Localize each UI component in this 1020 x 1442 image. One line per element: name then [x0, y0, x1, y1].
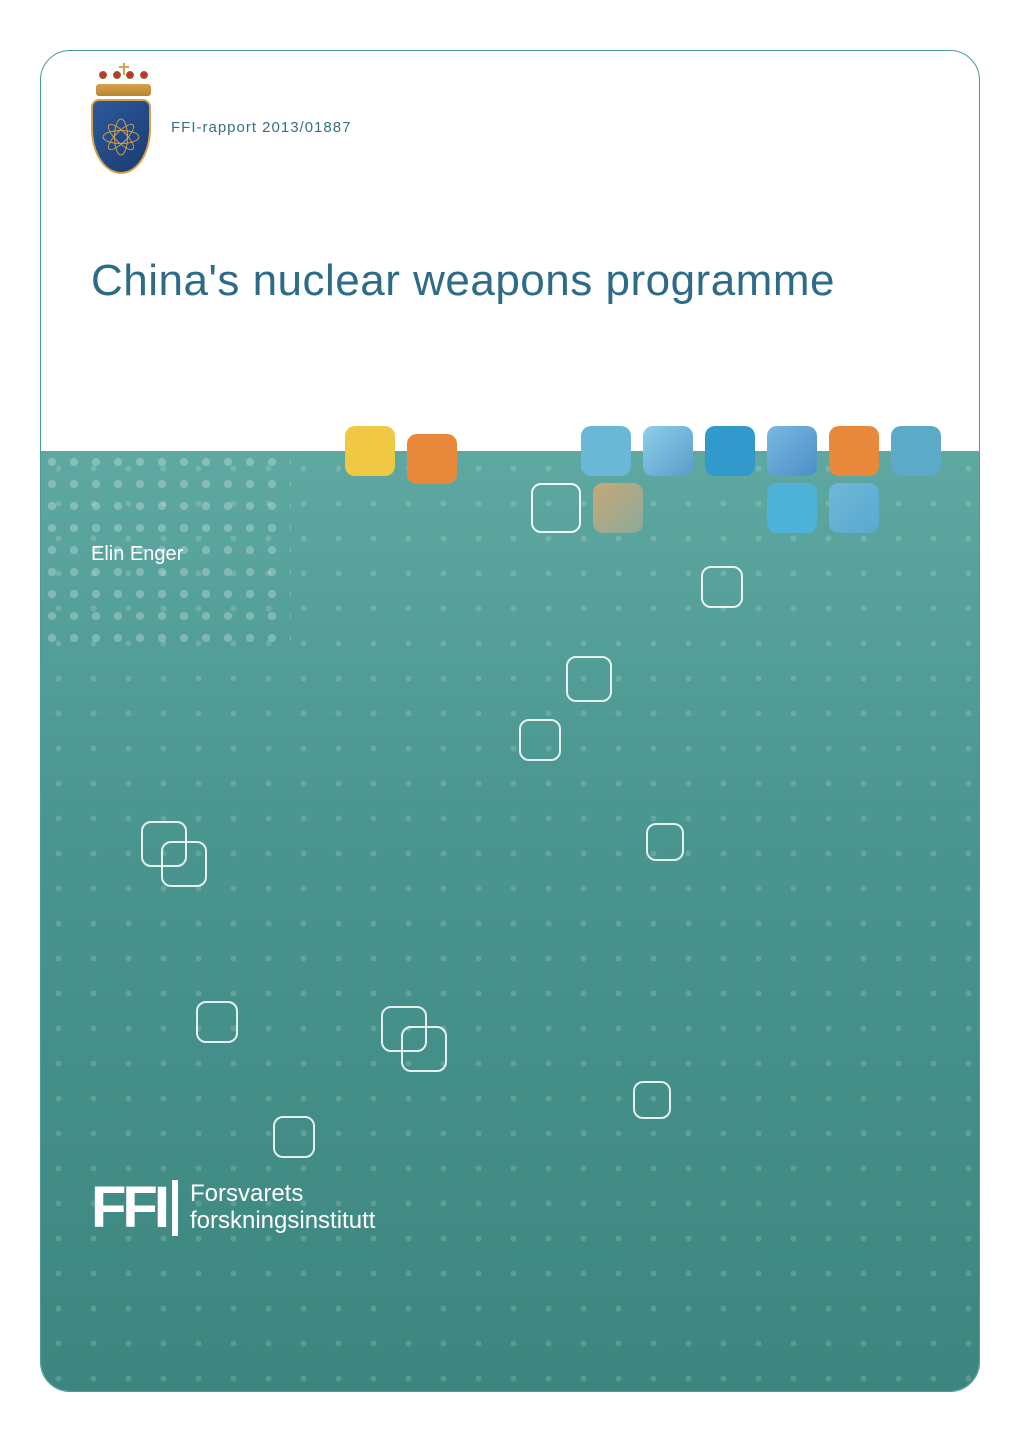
- page-frame: FFI-rapport 2013/01887 China's nuclear w…: [40, 50, 980, 1392]
- report-number: FFI-rapport 2013/01887: [171, 119, 351, 136]
- decorative-double-square: [141, 821, 191, 871]
- decorative-square: [345, 426, 395, 476]
- decorative-outline-square: [273, 1116, 315, 1158]
- ffi-logo-line1: Forsvarets: [190, 1181, 375, 1207]
- decorative-double-square: [381, 1006, 431, 1056]
- decorative-square: [829, 426, 879, 476]
- decorative-square: [891, 426, 941, 476]
- crown-icon: [96, 71, 151, 96]
- decorative-square: [581, 426, 631, 476]
- decorative-square: [531, 483, 581, 533]
- teal-background: [41, 451, 979, 1391]
- page-title: China's nuclear weapons programme: [91, 256, 835, 306]
- decorative-outline-square: [519, 719, 561, 761]
- decorative-square: [705, 426, 755, 476]
- ffi-logo-divider: [172, 1180, 178, 1236]
- author-name: Elin Enger: [91, 543, 183, 566]
- decorative-square: [643, 426, 693, 476]
- ffi-logo-line2: forskningsinstitutt: [190, 1208, 375, 1234]
- decorative-outline-square: [701, 566, 743, 608]
- decorative-squares-row-2: [41, 483, 979, 539]
- shield-icon: [91, 99, 151, 174]
- ffi-logo: FFI Forsvarets forskningsinstitutt: [91, 1174, 375, 1241]
- decorative-square: [767, 426, 817, 476]
- decorative-squares-row-1: [41, 426, 979, 482]
- decorative-outline-square: [633, 1081, 671, 1119]
- ffi-logo-text: Forsvarets forskningsinstitutt: [190, 1181, 375, 1234]
- header: FFI-rapport 2013/01887: [91, 71, 351, 181]
- decorative-square: [593, 483, 643, 533]
- decorative-outline-square: [646, 823, 684, 861]
- ffi-logo-abbreviation: FFI: [91, 1174, 166, 1241]
- decorative-square: [407, 434, 457, 484]
- decorative-square: [829, 483, 879, 533]
- decorative-outline-square: [566, 656, 612, 702]
- decorative-square: [767, 483, 817, 533]
- decorative-outline-square: [196, 1001, 238, 1043]
- coat-of-arms-icon: [91, 71, 156, 181]
